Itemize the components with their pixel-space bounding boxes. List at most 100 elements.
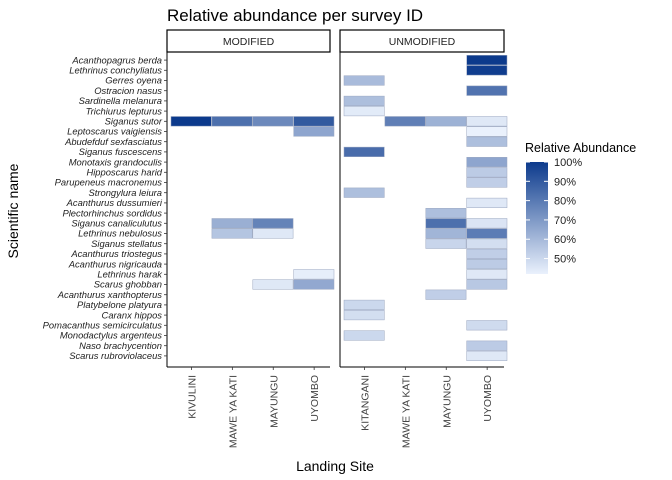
heatmap-cell [466,238,508,249]
heatmap-cell [343,187,385,198]
site-tick-label: MAWE YA KATI [227,375,239,448]
species-tick-label: Acanthurus dussumieri [66,197,163,208]
species-tick-label: Gerres oyena [105,75,162,86]
heatmap-cell [466,157,508,168]
heatmap-cell [343,299,385,310]
legend-tick-label: 60% [554,234,576,246]
heatmap-cell [466,126,508,137]
heatmap-cell [466,320,508,331]
facet-strip [166,29,331,53]
heatmap-cell [343,310,385,321]
heatmap-cell [466,350,508,361]
x-axis-title: Landing Site [296,458,374,474]
heatmap-cell [466,197,508,208]
site-tick-label: KITANGANI [359,375,371,431]
species-tick-label: Lethrinus nebulosus [78,228,162,239]
heatmap-cell [466,55,508,66]
species-tick-label: Scarus ghobban [94,279,162,290]
heatmap-cell [211,218,253,229]
species-tick-label: Acanthurus nigricauda [68,258,162,269]
species-tick-label: Scarus rubroviolaceus [69,350,162,361]
heatmap-cell [425,116,467,127]
species-tick-label: Platybelone platyura [77,299,162,310]
species-tick-label: Leptoscarus vaigiensis [67,126,162,137]
species-tick-label: Abudefduf sexfasciatus [64,136,162,147]
site-tick-label: MAYUNGU [268,375,280,428]
species-tick-label: Acanthopagrus berda [71,54,162,65]
facet-strip [339,29,505,53]
species-tick-label: Sardinella melanura [79,95,162,106]
heatmap-cell [466,65,508,76]
heatmap-cell [425,218,467,229]
species-tick-label: Plectorhinchus sordidus [62,207,162,218]
species-tick-label: Siganus fuscescens [79,146,163,157]
site-tick-label: KIVULINI [186,375,198,419]
species-tick-label: Siganus canaliculutus [71,218,162,229]
legend-tick-label: 100% [554,157,582,169]
species-tick-label: Strongylura leiura [89,187,162,198]
heatmap-cell [466,340,508,351]
heatmap-cell [466,167,508,178]
legend-tick-label: 70% [554,215,576,227]
site-tick-label: MAYUNGU [441,375,453,428]
species-tick-label: Ostracion nasus [94,85,162,96]
legend-title: Relative Abundance [525,141,636,155]
heatmap-cell [466,218,508,229]
site-tick-label: UYOMBO [309,375,321,422]
species-tick-label: Hipposcarus harid [86,167,162,178]
heatmap-cell [293,126,335,137]
heatmap-cell [425,228,467,239]
heatmap-cell [293,269,335,280]
species-tick-label: Lethrinus conchyliatus [69,65,162,76]
heatmap-cell [425,208,467,219]
site-tick-label: MAWE YA KATI [400,375,412,448]
heatmap-cell [211,116,253,127]
species-tick-label: Parupeneus macronemus [55,177,163,188]
species-tick-label: Acanthurus triostegus [70,248,162,259]
legend-tick-label: 80% [554,196,576,208]
heatmap-cell [466,259,508,270]
species-tick-label: Lethrinus harak [97,269,163,280]
facet-panel-modified: MODIFIED [166,29,335,370]
species-tick-label: Pomacanthus semicirculatus [43,320,163,331]
heatmap-cell [466,279,508,290]
y-axis-title: Scientific name [5,163,21,258]
species-tick-label: Trichiurus lepturus [86,105,163,116]
species-tick-label: Siganus sutor [105,116,163,127]
heatmap-cell [425,289,467,300]
heatmap-cell [466,269,508,280]
legend: Relative Abundance 100% 90% 80% 70% 60% 50% [525,141,636,274]
heatmap-cell [211,228,253,239]
heatmap-cell [343,106,385,117]
site-axis: KIVULINI MAWE YA KATI MAYUNGU UYOMBO KITANGA… [186,375,494,448]
heatmap-cell [293,279,335,290]
heatmap-cell [384,116,426,127]
legend-colorbar [526,162,548,274]
heatmap-cell [343,146,385,157]
heatmap-cell [252,218,294,229]
species-tick-label: Naso brachycention [79,340,162,351]
legend-tick-label: 90% [554,176,576,188]
heatmap-cell [466,228,508,239]
heatmap-cell [343,75,385,86]
species-tick-label: Monotaxis grandoculis [69,156,163,167]
species-tick-label: Caranx hippos [102,309,163,320]
heatmap-cell [466,136,508,147]
heatmap-cell [466,177,508,188]
chart-title: Relative abundance per survey ID [167,6,423,25]
species-tick-label: Acanthurus xanthopterus [57,289,163,300]
heatmap-cell [343,95,385,106]
heatmap-cell [252,228,294,239]
facet-panel-unmodified: UNMODIFIED [339,29,508,370]
facet-strip-label: UNMODIFIED [389,36,456,48]
heatmap-cell [343,330,385,341]
legend-tick-label: 50% [554,254,576,266]
heatmap-cell [466,85,508,96]
site-tick-label: UYOMBO [482,375,494,422]
species-tick-label: Siganus stellatus [91,238,162,249]
heatmap-cell [293,116,335,127]
heatmap-cell [466,248,508,259]
species-tick-label: Monodactylus argenteus [60,330,162,341]
